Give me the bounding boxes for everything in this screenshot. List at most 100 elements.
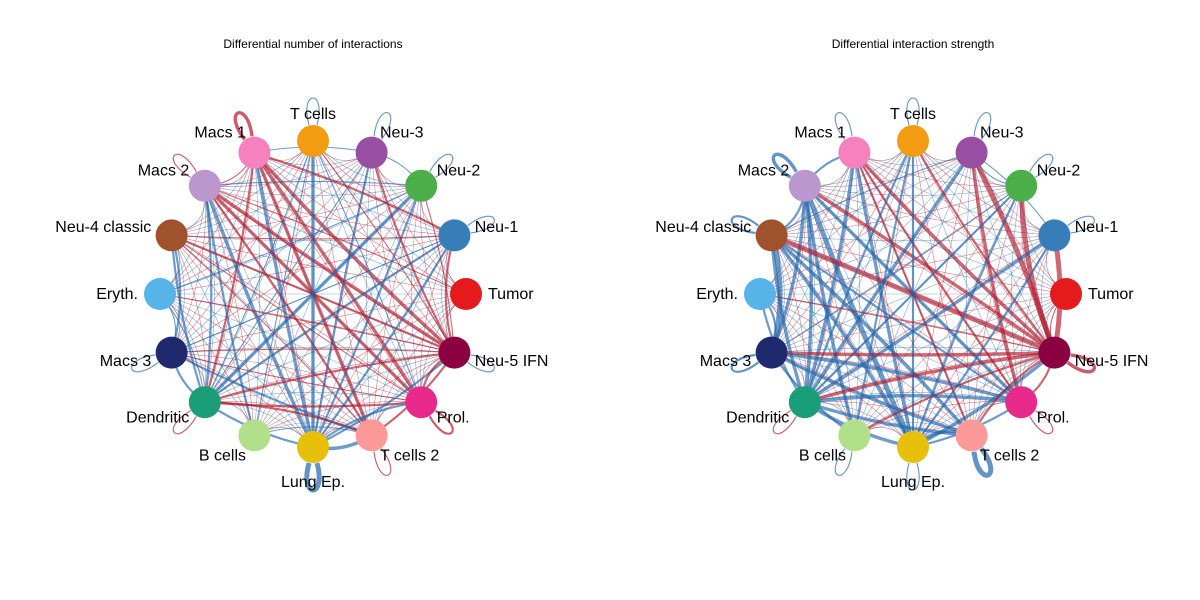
edge (159, 293, 455, 354)
self-loop (771, 152, 798, 179)
self-loop (467, 354, 495, 373)
self-loop (834, 448, 853, 476)
edge-thin (420, 235, 455, 403)
edge (203, 401, 373, 437)
edge-thin (312, 140, 455, 353)
node-dendritic (188, 386, 221, 419)
node-label-macs1: Macs 1 (794, 124, 846, 141)
node-label-lungep: Lung Ep. (281, 474, 345, 491)
self-loop (131, 354, 159, 373)
edge-thin (204, 152, 372, 187)
node-bcells (238, 419, 271, 452)
loop-layer (730, 97, 1097, 491)
node-label-neu3: Neu-3 (380, 124, 424, 141)
edge (769, 350, 1023, 404)
edge (171, 352, 422, 403)
node-lungep (897, 431, 929, 463)
edge-thin (204, 401, 372, 436)
node-macs2 (788, 169, 821, 202)
self-loop (730, 215, 760, 235)
edge (1018, 183, 1057, 356)
edge (204, 140, 314, 403)
panel-title: Differential interaction strength (832, 37, 995, 51)
edge (911, 350, 1057, 449)
node-label-dendritic: Dendritic (126, 410, 189, 427)
node-label-macs2: Macs 2 (138, 162, 190, 179)
node-neu5 (1038, 336, 1071, 369)
self-loop (467, 215, 495, 234)
edge (203, 184, 457, 355)
edge (803, 150, 974, 404)
node-tcells (897, 125, 929, 157)
edge (771, 185, 1022, 354)
edge-thin (254, 152, 467, 295)
node-neu3 (355, 136, 388, 169)
self-loop (373, 112, 392, 140)
node-macs3 (755, 336, 788, 369)
edge (911, 139, 1056, 354)
edge-thin (771, 140, 914, 353)
edge-layer (159, 139, 467, 451)
node-label-bcells: B cells (199, 448, 246, 465)
edge (803, 350, 1057, 404)
self-loop (429, 153, 454, 178)
edge-thin (254, 401, 422, 436)
edge-thin (159, 293, 372, 436)
edge-thin (254, 293, 467, 436)
self-loop (306, 97, 320, 126)
edge-thin (254, 140, 314, 436)
edge (769, 350, 1057, 357)
self-loop (730, 353, 760, 373)
panel-differential-number: Differential number of interactions Tumo… (55, 37, 548, 493)
edge-thin (204, 185, 455, 236)
edge-thin (420, 185, 455, 353)
edge-thin (411, 185, 422, 403)
node-label-eryth: Eryth. (96, 286, 138, 303)
self-loop (172, 410, 197, 435)
self-loop (1029, 410, 1054, 435)
node-neu2 (405, 169, 438, 202)
node-label-tcells2: T cells 2 (380, 448, 439, 465)
node-label-neu4: Neu-4 classic (55, 219, 151, 236)
node-layer: Tumor Neu-1 Neu-2 Neu-3 T cells Macs 1 Macs 2 N… (655, 106, 1148, 491)
self-loop (906, 97, 920, 126)
edge-thin (912, 140, 1022, 403)
node-layer: Tumor Neu-1 Neu-2 Neu-3 T cells Macs 1 Macs 2 N… (55, 106, 548, 491)
node-bcells (838, 419, 871, 452)
edge-thin (254, 152, 314, 448)
edge (311, 151, 373, 449)
edge-thin (171, 235, 206, 403)
node-label-neu2: Neu-2 (437, 162, 481, 179)
edge (171, 234, 455, 354)
node-macs1 (238, 136, 271, 169)
node-label-tcells: T cells (290, 106, 336, 123)
edge-thin (171, 140, 314, 353)
edge (420, 185, 455, 354)
edge (204, 152, 373, 403)
edge-thin (971, 152, 1055, 353)
self-loop (834, 112, 853, 140)
edge-thin (912, 140, 1055, 353)
node-label-neu1: Neu-1 (475, 219, 519, 236)
self-loop (973, 112, 992, 140)
node-prol (405, 386, 438, 419)
edge-thin (312, 140, 455, 236)
self-loop (373, 448, 392, 476)
edge (204, 185, 467, 295)
edge-thin (254, 152, 422, 187)
node-tcells2 (955, 419, 988, 452)
node-macs2 (188, 169, 221, 202)
node-tumor (1050, 278, 1082, 310)
edge-thin (171, 235, 314, 448)
node-label-dendritic: Dendritic (726, 410, 789, 427)
edge-thin (771, 235, 1022, 403)
edge (803, 184, 1057, 355)
node-label-prol: Prol. (437, 410, 470, 427)
node-label-neu5: Neu-5 IFN (475, 353, 549, 370)
self-loop (1066, 353, 1097, 374)
node-tcells2 (355, 419, 388, 452)
self-loop (428, 409, 454, 435)
self-loop (971, 447, 994, 478)
edge (911, 184, 1023, 449)
